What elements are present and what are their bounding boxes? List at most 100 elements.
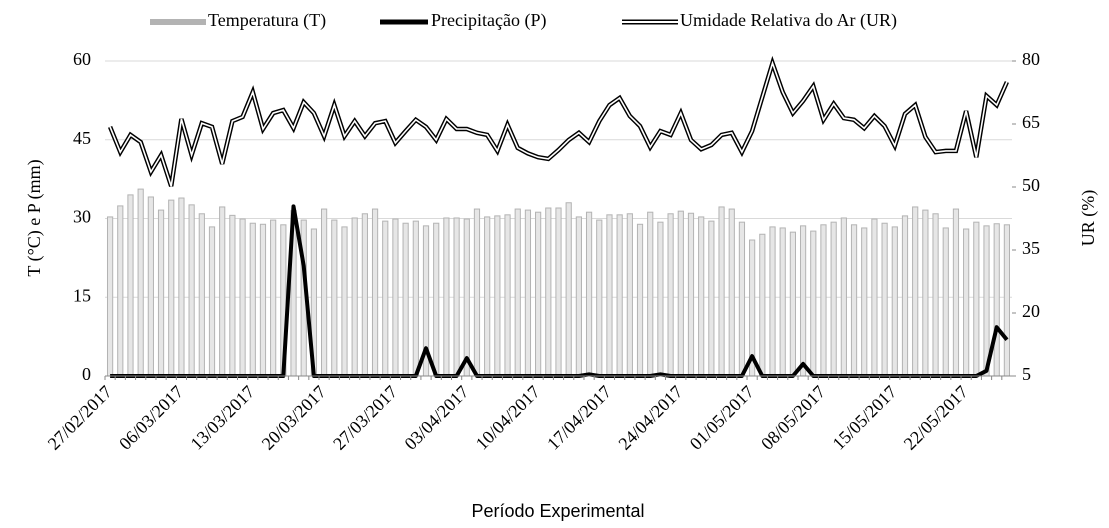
bar (412, 220, 419, 377)
bar (687, 212, 695, 377)
bar (769, 226, 776, 377)
y2-tick-label: 35 (1022, 238, 1040, 258)
bar (239, 218, 246, 377)
y2-tick-label: 20 (1022, 301, 1040, 321)
bar (973, 221, 980, 377)
bar (575, 216, 582, 377)
bar (117, 205, 124, 377)
bar (188, 204, 195, 377)
line (109, 60, 1008, 187)
bar (983, 225, 990, 377)
y-axis-title: T (°C) e P (mm) (24, 159, 45, 276)
legend-label: Umidade Relativa do Ar (UR) (680, 10, 897, 31)
bar (667, 213, 674, 377)
bar (596, 219, 603, 377)
bar (963, 228, 970, 377)
bar (789, 231, 796, 377)
bar (106, 216, 114, 377)
x-tick-label: 03/04/2017 (400, 382, 472, 454)
bar (606, 214, 613, 377)
x-axis-title: Período Experimental (471, 501, 644, 521)
bar (545, 207, 552, 377)
y-tick-label: 45 (73, 128, 91, 148)
bar (738, 221, 746, 377)
bar (259, 223, 267, 377)
bar (657, 221, 664, 377)
y2-tick-label: 65 (1022, 112, 1040, 132)
bar (219, 206, 226, 377)
bar (249, 222, 256, 377)
bar (901, 215, 909, 377)
bar (861, 227, 868, 377)
y-tick-label: 0 (82, 364, 91, 384)
bar (157, 209, 165, 377)
bar (912, 206, 919, 377)
bar (698, 216, 705, 377)
bar (392, 218, 399, 377)
x-tick-label: 06/03/2017 (115, 382, 187, 454)
y2-tick-label: 5 (1022, 364, 1031, 384)
bar (932, 213, 939, 377)
y2-tick-label: 80 (1022, 49, 1040, 69)
bar (718, 206, 725, 377)
bar (168, 199, 175, 377)
x-tick-label: 13/03/2017 (186, 382, 258, 454)
bar (871, 218, 878, 377)
bar (514, 208, 521, 377)
bar (565, 202, 572, 377)
bar (636, 223, 644, 377)
x-tick-label: 15/05/2017 (828, 382, 900, 454)
bar (535, 211, 542, 377)
bar (647, 211, 654, 377)
bar (830, 221, 837, 377)
bar (178, 197, 185, 377)
bar (952, 208, 960, 377)
y-tick-label: 60 (73, 49, 91, 69)
y2-axis-title: UR (%) (1078, 190, 1099, 247)
x-tick-label: 10/04/2017 (472, 382, 544, 454)
bar (463, 218, 470, 377)
bar (891, 226, 898, 377)
bar (993, 223, 1000, 377)
bar (820, 224, 827, 377)
x-tick-label: 24/04/2017 (614, 382, 686, 454)
x-tick-label: 27/03/2017 (329, 382, 401, 454)
bar (677, 210, 684, 377)
bar (616, 214, 623, 377)
bar (371, 208, 379, 377)
bar (198, 213, 205, 377)
bar (351, 217, 358, 377)
bar (494, 215, 501, 377)
bar (799, 225, 807, 377)
bar (881, 222, 888, 377)
bar (708, 220, 715, 377)
legend-label: Precipitação (P) (431, 10, 546, 31)
bar (922, 209, 929, 377)
x-tick-label: 20/03/2017 (258, 382, 330, 454)
bar (321, 208, 328, 377)
bar (840, 217, 847, 377)
y-tick-label: 15 (73, 285, 91, 305)
y-tick-label: 30 (73, 207, 91, 227)
bar (585, 211, 593, 377)
bar (850, 224, 858, 377)
bar (137, 188, 144, 377)
bar (270, 219, 277, 377)
x-tick-label: 01/05/2017 (686, 382, 758, 454)
bar (779, 227, 786, 377)
bar (147, 196, 154, 377)
bar (443, 217, 450, 377)
bar (555, 207, 562, 377)
legend-label: Temperatura (T) (208, 10, 326, 31)
bar (484, 216, 491, 377)
x-tick-label: 17/04/2017 (543, 382, 615, 454)
bar (382, 220, 389, 377)
bar (728, 208, 735, 377)
bar (810, 230, 817, 377)
bar (942, 227, 949, 377)
bar (1003, 224, 1011, 377)
bar (524, 209, 532, 377)
bar (341, 226, 348, 377)
line-outline (108, 55, 1009, 187)
